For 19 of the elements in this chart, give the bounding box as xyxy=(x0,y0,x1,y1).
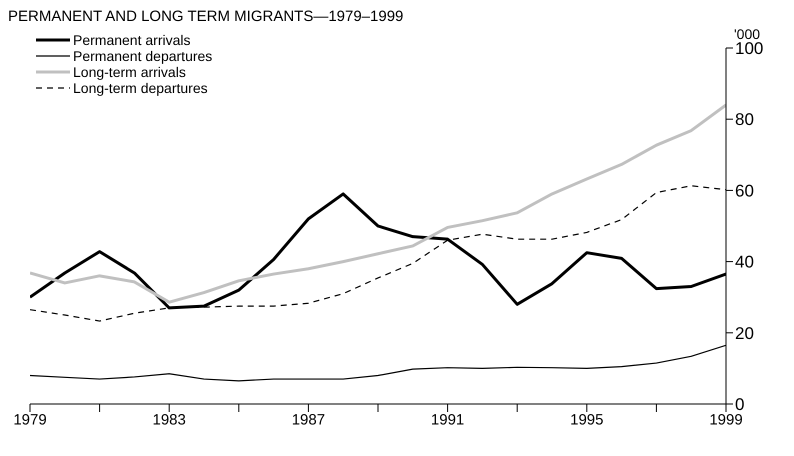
line-series xyxy=(30,103,726,304)
legend-label: Long-term departures xyxy=(73,80,208,96)
x-tick-label: 1979 xyxy=(13,412,47,429)
x-tick-label: 1995 xyxy=(570,412,604,429)
x-tick-label: 1991 xyxy=(430,412,464,429)
legend-label: Permanent arrivals xyxy=(73,32,190,48)
y-axis-title: '000 xyxy=(734,26,760,42)
y-tick-label: 0 xyxy=(735,395,744,414)
x-tick-label: 1983 xyxy=(152,412,186,429)
y-tick-label: 80 xyxy=(735,110,754,130)
y-tick-label: 60 xyxy=(735,181,754,200)
legend-label: Permanent departures xyxy=(73,48,212,64)
y-tick-label: 40 xyxy=(735,252,754,272)
legend-label: Long-term arrivals xyxy=(73,64,186,80)
x-tick-label: 1987 xyxy=(292,412,326,429)
chart-title: PERMANENT AND LONG TERM MIGRANTS—1979–1999 xyxy=(8,8,404,26)
x-tick-label: 1999 xyxy=(709,412,743,429)
y-tick-label: 100 xyxy=(735,39,764,58)
y-tick-label: 20 xyxy=(735,324,754,343)
